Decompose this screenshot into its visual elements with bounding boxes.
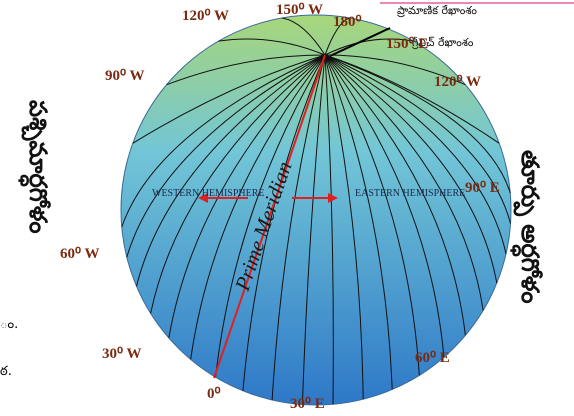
meridian [324, 54, 511, 194]
prime-meridian-line [213, 54, 326, 379]
meridian [324, 54, 512, 224]
meridian [324, 38, 414, 56]
west-hemisphere-telugu: పశ్చిమార్ధగోళం [18, 100, 52, 234]
longitude-label: 150⁰ W [276, 2, 323, 18]
east-hemisphere-telugu: తూర్పు అర్ధగోళం [510, 150, 544, 304]
meridian [324, 54, 420, 376]
longitude-label: 30⁰ E [290, 396, 325, 412]
meridian [190, 54, 326, 360]
meridian [324, 54, 500, 144]
edge-fragment: ం. [0, 317, 18, 332]
longitude-label: 60⁰ E [415, 350, 450, 366]
arrow-east-head [328, 193, 338, 203]
eastern-label: EASTERN HEMISPHERE [355, 188, 465, 199]
globe [120, 14, 512, 406]
label-standard: ప్రామాణిక రేఖాంశం [397, 4, 478, 18]
meridian [121, 54, 326, 228]
longitude-label: 120⁰ W [434, 74, 481, 90]
meridian [150, 54, 326, 314]
longitude-label: 150⁰ E [386, 36, 428, 52]
meridian [215, 54, 326, 378]
meridian [136, 54, 326, 287]
longitude-label: 90⁰ W [105, 68, 145, 84]
meridian [324, 54, 445, 358]
meridian [166, 54, 326, 86]
meridian [324, 54, 393, 390]
longitude-label: 120⁰ W [182, 8, 229, 24]
meridian [168, 54, 326, 339]
longitude-label: 180⁰ [333, 14, 362, 30]
western-label: WESTERN HEMISPHERE [152, 188, 265, 199]
longitude-label: 30⁰ W [102, 346, 142, 362]
edge-fragment: ఠ. [0, 364, 12, 379]
meridian [271, 54, 326, 401]
meridian [324, 17, 351, 56]
meridian [132, 54, 326, 144]
meridian [324, 54, 364, 400]
meridian [218, 38, 326, 56]
meridian [301, 54, 326, 405]
meridian [324, 54, 498, 284]
meridians [121, 17, 512, 405]
longitude-label: 60⁰ W [60, 246, 100, 262]
meridian [324, 54, 466, 86]
meridian [126, 54, 326, 258]
label-greenwich: గ్రీనిచ్ రేఖాంశం [411, 36, 473, 50]
meridian [324, 54, 466, 336]
longitude-label: 90⁰ E [465, 180, 500, 196]
arrow-west-head [198, 193, 208, 203]
meridian [242, 54, 326, 391]
meridian [282, 17, 326, 56]
meridian [324, 54, 507, 254]
meridian [324, 54, 334, 405]
pointer [329, 27, 391, 57]
meridian [324, 54, 484, 311]
longitude-label: 0⁰ [207, 386, 221, 402]
